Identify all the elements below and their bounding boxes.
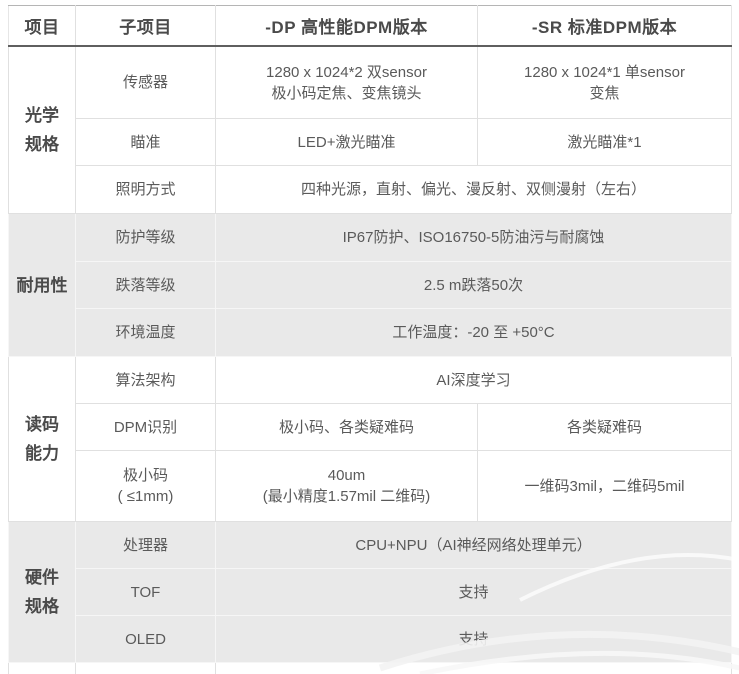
subitem-label-algorithm: 算法架构: [75, 356, 216, 404]
column-header-sr-version: -SR 标准DPM版本: [477, 5, 732, 47]
cell-drop-value: 2.5 m跌落50次: [215, 261, 732, 309]
column-header-subitem: 子项目: [75, 5, 216, 47]
cell-temperature-value: 工作温度：-20 至 +50°C: [215, 308, 732, 357]
cell-illumination-value: 四种光源，直射、偏光、漫反射、双侧漫射（左右）: [215, 165, 732, 214]
table-row-microcode: 极小码 ( ≤1mm) 40um (最小精度1.57mil 二维码) 一维码3m…: [9, 450, 732, 522]
cell-sensor-dp: 1280 x 1024*2 双sensor 极小码定焦、变焦镜头: [215, 45, 478, 119]
cell-text-line: 40um: [327, 467, 366, 484]
table-row-oled: OLED 支持: [9, 615, 732, 663]
table-row-temperature: 环境温度 工作温度：-20 至 +50°C: [9, 308, 732, 357]
section-label-optical: 光学 规格: [8, 45, 76, 214]
section-label-durability: 耐用性: [8, 213, 76, 357]
cell-text-line: 变焦: [589, 84, 620, 102]
section-label-comm: 通讯: [8, 662, 76, 674]
subitem-label-drop: 跌落等级: [75, 261, 216, 309]
cell-text-line: 极小码: [122, 467, 168, 484]
cell-aiming-sr: 激光瞄准*1: [477, 118, 732, 166]
cell-text-line: 极小码定焦、变焦镜头: [271, 84, 422, 102]
subitem-label-tof: TOF: [75, 568, 216, 616]
table-row-sensor: 光学 规格 传感器 1280 x 1024*2 双sensor 极小码定焦、变焦…: [8, 45, 732, 214]
subitem-label-temperature: 环境温度: [75, 308, 216, 357]
section-label-line: 规格: [25, 135, 59, 154]
column-header-item: 项目: [8, 5, 76, 47]
section-label-hardware: 硬件 规格: [8, 521, 76, 663]
cell-oled-value: 支持: [215, 615, 732, 663]
subitem-label-sensor: 传感器: [75, 45, 216, 119]
table-row-algorithm: 读码 能力 算法架构 AI深度学习: [8, 356, 732, 522]
subitem-label-microcode: 极小码 ( ≤1mm): [75, 450, 216, 522]
table-row-drop: 跌落等级 2.5 m跌落50次: [9, 261, 732, 309]
subitem-label-dpm: DPM识别: [75, 403, 216, 451]
subitem-label-illumination: 照明方式: [75, 165, 216, 214]
section-label-reading: 读码 能力: [8, 356, 76, 522]
cell-text-line: 1280 x 1024*1 单sensor: [524, 63, 685, 81]
cell-text-line: (最小精度1.57mil 二维码): [262, 488, 431, 505]
section-label-line: 光学: [25, 106, 59, 125]
cell-dpm-sr: 各类疑难码: [477, 403, 732, 451]
cell-microcode-dp: 40um (最小精度1.57mil 二维码): [215, 450, 478, 522]
subitem-label-protection: 防护等级: [75, 213, 216, 262]
cell-comm-value: USB、串口、工业通信协议（内置）: [215, 662, 732, 674]
table-row-aiming: 瞄准 LED+激光瞄准 激光瞄准*1: [9, 118, 732, 166]
cell-dpm-dp: 极小码、各类疑难码: [215, 403, 478, 451]
table-header-row: 项目 子项目 -DP 高性能DPM版本 -SR 标准DPM版本: [8, 5, 732, 47]
section-label-line: 硬件: [25, 568, 59, 587]
section-label-line: 能力: [25, 444, 59, 463]
table-row-illumination: 照明方式 四种光源，直射、偏光、漫反射、双侧漫射（左右）: [9, 165, 732, 214]
section-label-line: 读码: [25, 415, 59, 434]
cell-tof-value: 支持: [215, 568, 732, 616]
table-row-protection: 耐用性 防护等级 IP67防护、ISO16750-5防油污与耐腐蚀: [8, 213, 732, 357]
product-spec-table: 项目 子项目 -DP 高性能DPM版本 -SR 标准DPM版本 光学 规格 传感…: [8, 5, 732, 674]
subitem-label-processor: 处理器: [75, 521, 216, 569]
table-row-tof: TOF 支持: [9, 568, 732, 616]
table-row-comm: 通讯 通讯方式 USB、串口、工业通信协议（内置）: [8, 662, 732, 674]
cell-algorithm-value: AI深度学习: [215, 356, 732, 404]
cell-text-line: 1280 x 1024*2 双sensor: [266, 63, 427, 81]
subitem-label-aiming: 瞄准: [75, 118, 216, 166]
table-row-dpm: DPM识别 极小码、各类疑难码 各类疑难码: [9, 403, 732, 451]
table-row-processor: 硬件 规格 处理器 CPU+NPU（AI神经网络处理单元）: [8, 521, 732, 663]
cell-text-line: ( ≤1mm): [117, 488, 174, 505]
section-label-line: 规格: [25, 597, 59, 616]
cell-sensor-sr: 1280 x 1024*1 单sensor 变焦: [477, 45, 732, 119]
cell-processor-value: CPU+NPU（AI神经网络处理单元）: [215, 521, 732, 569]
cell-aiming-dp: LED+激光瞄准: [215, 118, 478, 166]
subitem-label-comm: 通讯方式: [75, 662, 216, 674]
column-header-dp-version: -DP 高性能DPM版本: [215, 5, 478, 47]
cell-microcode-sr: 一维码3mil，二维码5mil: [477, 450, 732, 522]
subitem-label-oled: OLED: [75, 615, 216, 663]
cell-protection-value: IP67防护、ISO16750-5防油污与耐腐蚀: [215, 213, 732, 262]
